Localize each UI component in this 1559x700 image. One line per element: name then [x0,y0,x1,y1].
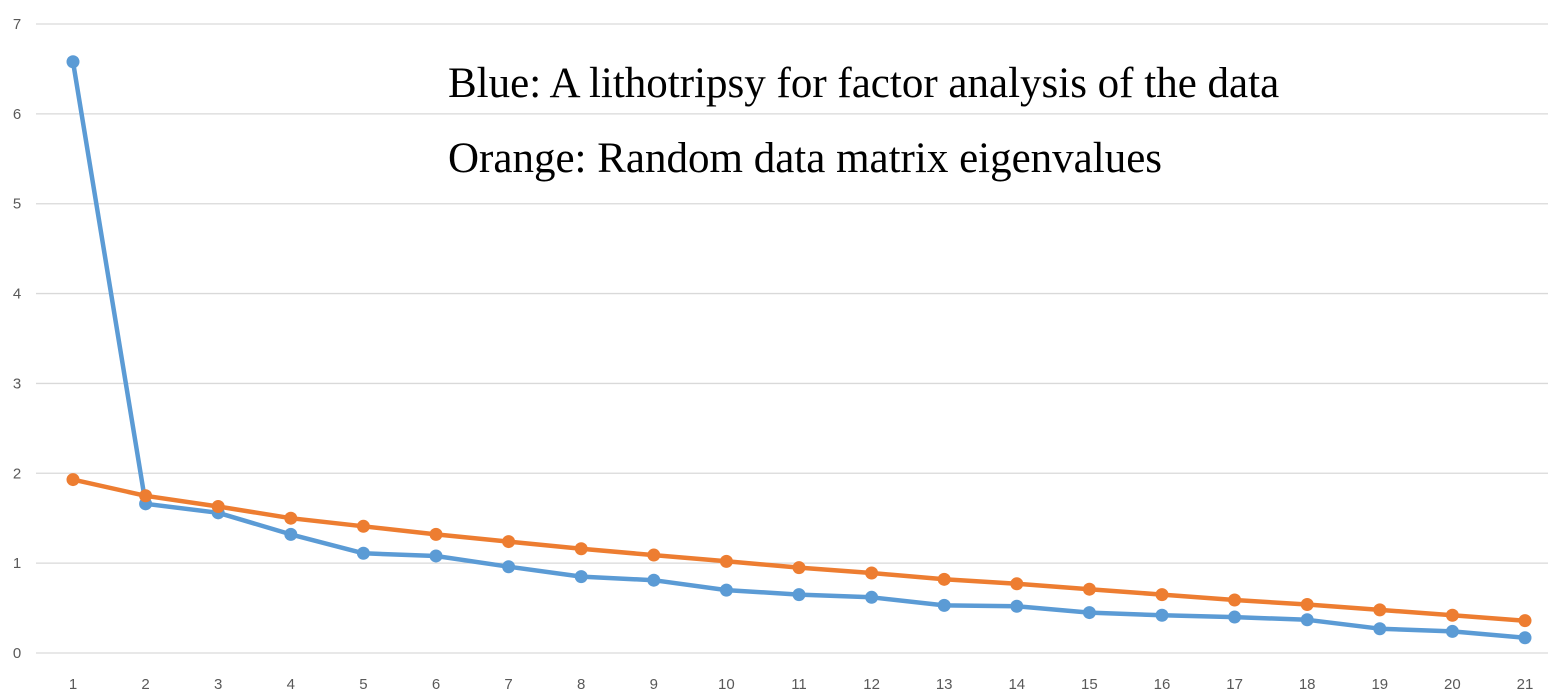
series-1-point [865,590,879,604]
series-2-point [356,519,370,533]
series-1-point [66,55,80,69]
x-tick-label: 4 [287,676,295,693]
x-tick-label: 14 [1008,676,1025,693]
x-tick-label: 12 [863,676,880,693]
series-1-point [1518,631,1532,645]
series-2-point [284,511,298,525]
series-2-point [865,566,879,580]
series-1-point [1373,622,1387,636]
series-2-point [1155,588,1169,602]
y-tick-label: 5 [13,196,21,213]
x-tick-label: 6 [432,676,440,693]
y-tick-label: 4 [13,286,21,303]
x-tick-label: 19 [1371,676,1388,693]
series-1-point [937,598,951,612]
x-axis-tick-labels: 1 2 3 4 5 6 7 8 9 10 11 12 13 14 15 16 17 18 19 20 21 [69,676,1534,693]
series-2-point [792,561,806,575]
x-tick-label: 10 [718,676,735,693]
series-2-point [139,489,153,503]
series-2-point [66,473,80,487]
x-tick-label: 13 [936,676,953,693]
x-tick-label: 17 [1226,676,1243,693]
series-1-point [647,573,661,587]
series-1-point [502,560,516,574]
series-1-point [1155,608,1169,622]
series-1-point [1228,610,1242,624]
series-2-point [1445,608,1459,622]
x-tick-label: 1 [69,676,77,693]
series-1-point [1445,624,1459,638]
y-tick-label: 0 [13,645,21,662]
x-tick-label: 9 [650,676,658,693]
series-1-point [574,570,588,584]
series-2-point [1082,582,1096,596]
series-1-point [1082,606,1096,620]
y-tick-label: 2 [13,465,21,482]
series-2-point [1518,614,1532,628]
x-tick-label: 16 [1154,676,1171,693]
x-tick-label: 20 [1444,676,1461,693]
legend-annotation-orange: Orange: Random data matrix eigenvalues [448,135,1162,182]
data-series [66,55,1532,645]
y-axis-tick-labels: 0 1 2 3 4 5 6 7 [13,16,21,662]
series-1-point [719,583,733,597]
series-2 [66,473,1532,628]
series-2-point [937,572,951,586]
y-tick-label: 6 [13,106,21,123]
y-tick-label: 1 [13,555,21,572]
series-1-point [1300,613,1314,627]
series-2-point [211,500,225,514]
x-tick-label: 2 [141,676,149,693]
series-2-point [647,548,661,562]
legend-annotation-blue: Blue: A lithotripsy for factor analysis … [448,60,1279,107]
series-2-point [1228,593,1242,607]
series-1-point [792,588,806,602]
x-tick-label: 15 [1081,676,1098,693]
gridlines [36,23,1548,654]
series-2-point [429,527,443,541]
series-1-point [429,549,443,563]
y-tick-label: 7 [13,16,21,33]
x-tick-label: 3 [214,676,222,693]
x-tick-label: 7 [504,676,512,693]
series-2-point [719,554,733,568]
x-tick-label: 11 [791,676,807,693]
series-1-point [356,546,370,560]
y-tick-label: 3 [13,375,21,392]
series-2-point [502,535,516,549]
x-tick-label: 21 [1517,676,1534,693]
series-2-point [1373,603,1387,617]
series-1-point [1010,599,1024,613]
x-tick-label: 18 [1299,676,1316,693]
series-2-point [1300,597,1314,611]
x-tick-label: 5 [359,676,367,693]
series-1-point [284,527,298,541]
series-2-point [1010,577,1024,591]
series-2-point [574,542,588,556]
x-tick-label: 8 [577,676,585,693]
